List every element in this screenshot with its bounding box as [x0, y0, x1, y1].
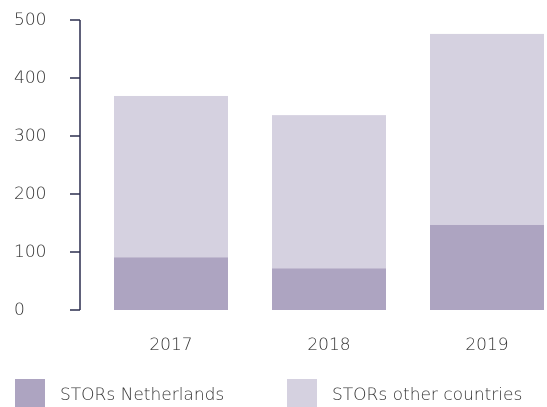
- x-tick-label: 2019: [465, 335, 508, 355]
- bar-segment: [114, 95, 228, 258]
- bar-segment: [430, 33, 544, 225]
- bar-segment: [272, 268, 386, 310]
- y-tick-label: 500: [14, 10, 46, 30]
- bar-segment: [114, 257, 228, 310]
- x-tick-label: 2017: [149, 335, 192, 355]
- bar-segment: [272, 115, 386, 269]
- y-tick-label: 300: [14, 126, 46, 146]
- legend-label: STORs Netherlands: [60, 385, 224, 405]
- y-tick-label: 400: [14, 68, 46, 88]
- legend-swatch: [287, 379, 317, 407]
- legend-swatch: [15, 379, 45, 407]
- y-tick-label: 100: [14, 242, 46, 262]
- x-tick-label: 2018: [307, 335, 350, 355]
- y-tick-label: 200: [14, 184, 46, 204]
- bar-segment: [430, 224, 544, 310]
- legend-label: STORs other countries: [332, 385, 522, 405]
- y-tick-label: 0: [14, 300, 25, 320]
